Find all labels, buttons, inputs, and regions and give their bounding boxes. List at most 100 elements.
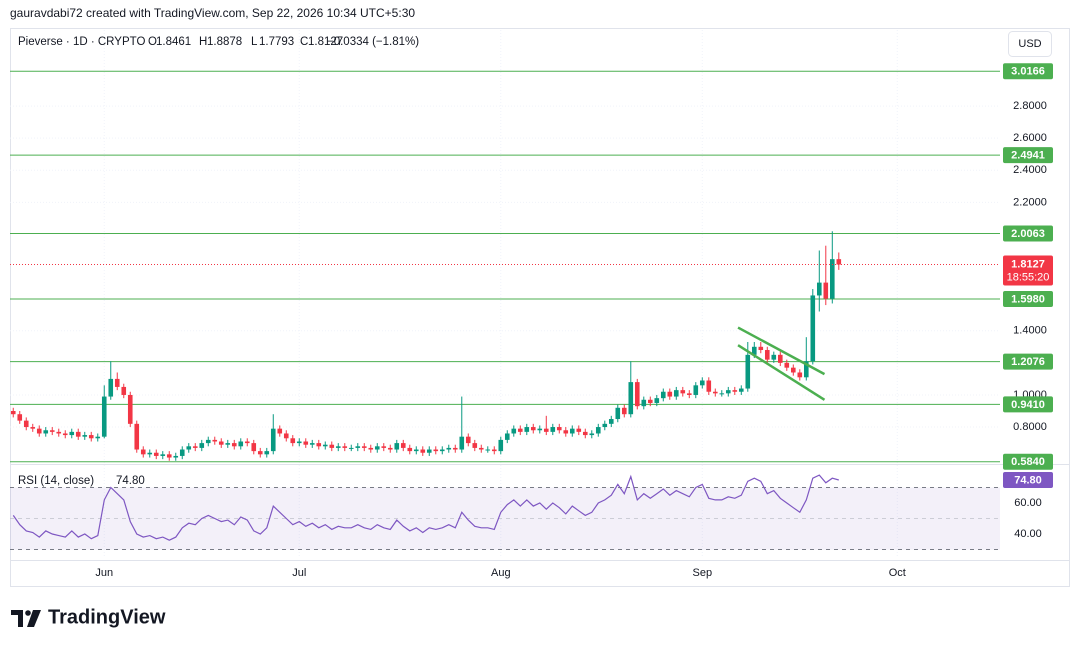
level-label-box [1003, 290, 1053, 307]
rsi-line [12, 474, 839, 541]
candle-body [303, 441, 309, 445]
candle-body [218, 441, 224, 445]
level-label: 0.5840 [1011, 456, 1045, 468]
level-label: 3.0166 [1011, 66, 1045, 78]
candle-body [745, 354, 751, 389]
candle-body [17, 414, 23, 421]
candle-body [69, 431, 75, 436]
candle-body [95, 436, 101, 439]
candle-body [348, 447, 354, 449]
chart-frame [10, 28, 1070, 587]
currency[interactable]: USD [1018, 38, 1041, 50]
current-price-box [1003, 255, 1053, 286]
level-label-box [1003, 147, 1053, 164]
level-label: 2.4941 [1011, 150, 1045, 162]
candle-body [173, 455, 179, 458]
y-tick-label: 2.8000 [1013, 100, 1047, 112]
candle-body [238, 441, 244, 447]
candle-body [134, 423, 140, 450]
candle-body [485, 449, 491, 451]
candle-body [316, 443, 322, 447]
candle-body [394, 443, 400, 450]
level-label-box [1003, 63, 1053, 80]
candle-body [270, 428, 276, 452]
ohlc-key: L [251, 36, 258, 48]
candle-body [829, 259, 835, 299]
ohlc-key: O [148, 36, 157, 48]
logo-slash [27, 610, 41, 627]
candle-body [439, 449, 445, 452]
candle-body [621, 407, 627, 415]
candle-body [634, 382, 640, 407]
candle-body [426, 449, 432, 453]
level-label: 0.9410 [1011, 399, 1045, 411]
candle-body [543, 428, 549, 432]
level-label: 1.5980 [1011, 293, 1045, 305]
x-tick-label: Sep [692, 567, 712, 579]
candle-body [530, 427, 536, 431]
candle-body [153, 452, 159, 456]
currency-box[interactable] [1008, 31, 1052, 57]
candle-body [504, 433, 510, 440]
logo-text: TradingView [48, 606, 166, 628]
candle-body [738, 388, 744, 392]
candle-body [114, 378, 120, 387]
candle-body [309, 443, 315, 445]
candle-body [290, 438, 296, 444]
current-price-label: 1.8127 [1011, 258, 1045, 270]
candle-body [758, 346, 764, 351]
candle-body [582, 431, 588, 436]
candle-body [478, 447, 484, 450]
x-tick-label: Jun [95, 567, 113, 579]
candle-body [589, 433, 595, 436]
y-tick-label: 2.2000 [1013, 196, 1047, 208]
candle-body [43, 430, 49, 434]
candle-body [231, 443, 237, 447]
candle-body [179, 449, 185, 456]
candle-body [628, 382, 634, 415]
candle-body [673, 390, 679, 397]
level-label-box [1003, 453, 1053, 470]
candle-body [186, 446, 192, 450]
candle-body [615, 407, 621, 420]
candle-body [784, 362, 790, 368]
candle-body [381, 446, 387, 448]
candle-body [10, 411, 16, 415]
candle-body [790, 367, 796, 373]
candle-body [524, 427, 530, 432]
logo-mark [11, 610, 23, 627]
candle-body [823, 282, 829, 299]
candle-body [329, 444, 335, 448]
candle-body [693, 385, 699, 395]
candle-body [446, 447, 452, 450]
candle-body [699, 380, 705, 386]
candle-body [465, 436, 471, 444]
candle-body [459, 436, 465, 450]
candle-body [121, 386, 127, 395]
candle-body [732, 390, 738, 392]
x-tick-label: Oct [889, 567, 906, 579]
candle-body [576, 428, 582, 432]
candle-body [212, 439, 218, 442]
candle-body [797, 372, 803, 378]
candle-body [712, 391, 718, 394]
candle-body [517, 428, 523, 432]
logo-icon [11, 610, 41, 627]
candle-body [816, 282, 822, 296]
countdown: 18:55:20 [1007, 271, 1050, 283]
candle-body [82, 435, 88, 437]
candle-body [452, 447, 458, 450]
trendline [737, 344, 826, 401]
symbol: Pieverse · 1D · CRYPTO [18, 36, 145, 48]
candle-body [647, 399, 653, 403]
level-label-box [1003, 396, 1053, 413]
rsi-value-box [1003, 472, 1053, 489]
candle-body [550, 427, 556, 432]
candle-body [602, 423, 608, 428]
candle-body [368, 447, 374, 450]
level-label: 2.0063 [1011, 228, 1045, 240]
trendline [737, 326, 826, 376]
candle-body [725, 390, 731, 394]
candle-body [810, 295, 816, 362]
candle-body [608, 419, 614, 424]
